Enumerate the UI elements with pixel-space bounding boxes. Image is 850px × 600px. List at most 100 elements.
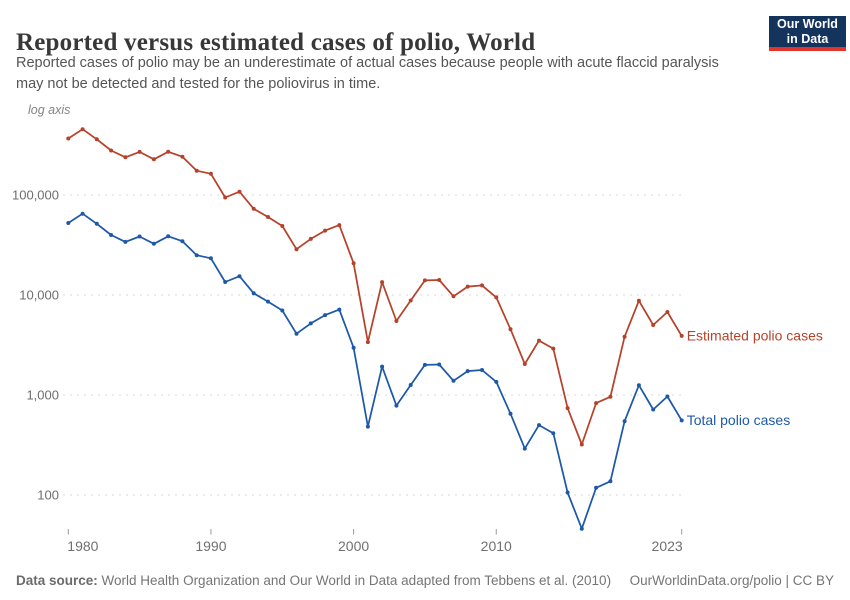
series-end-label-estimated-polio-cases[interactable]: Estimated polio cases — [687, 327, 823, 343]
data-point-total-polio-cases[interactable] — [308, 321, 313, 326]
data-point-estimated-polio-cases[interactable] — [380, 280, 385, 285]
data-point-estimated-polio-cases[interactable] — [636, 298, 641, 303]
data-point-estimated-polio-cases[interactable] — [679, 333, 684, 338]
x-tick-label: 2023 — [652, 538, 683, 554]
data-point-total-polio-cases[interactable] — [679, 418, 684, 423]
data-point-total-polio-cases[interactable] — [437, 362, 442, 367]
data-point-estimated-polio-cases[interactable] — [394, 319, 399, 323]
data-point-total-polio-cases[interactable] — [665, 394, 670, 399]
data-point-estimated-polio-cases[interactable] — [651, 323, 656, 327]
data-point-estimated-polio-cases[interactable] — [494, 295, 499, 300]
data-point-estimated-polio-cases[interactable] — [308, 236, 313, 241]
data-point-estimated-polio-cases[interactable] — [151, 157, 156, 162]
data-point-estimated-polio-cases[interactable] — [166, 149, 171, 154]
data-point-total-polio-cases[interactable] — [551, 431, 556, 436]
data-point-total-polio-cases[interactable] — [365, 424, 370, 429]
data-point-total-polio-cases[interactable] — [194, 253, 199, 258]
data-point-total-polio-cases[interactable] — [137, 234, 142, 239]
data-point-total-polio-cases[interactable] — [337, 307, 342, 312]
data-point-estimated-polio-cases[interactable] — [594, 401, 599, 406]
data-point-estimated-polio-cases[interactable] — [294, 247, 299, 252]
data-point-estimated-polio-cases[interactable] — [251, 206, 256, 211]
data-source-text: World Health Organization and Our World … — [97, 573, 612, 588]
owid-license-link[interactable]: OurWorldinData.org/polio | CC BY — [629, 573, 834, 588]
data-point-estimated-polio-cases[interactable] — [280, 224, 285, 228]
data-point-estimated-polio-cases[interactable] — [109, 148, 114, 153]
data-point-estimated-polio-cases[interactable] — [508, 327, 513, 332]
data-point-estimated-polio-cases[interactable] — [223, 195, 228, 200]
data-point-estimated-polio-cases[interactable] — [194, 168, 199, 173]
data-point-estimated-polio-cases[interactable] — [608, 394, 613, 399]
data-point-estimated-polio-cases[interactable] — [622, 334, 627, 339]
data-point-total-polio-cases[interactable] — [537, 423, 541, 428]
data-point-estimated-polio-cases[interactable] — [579, 442, 584, 447]
data-point-estimated-polio-cases[interactable] — [237, 189, 242, 194]
log-axis-label: log axis — [28, 103, 71, 117]
data-point-total-polio-cases[interactable] — [451, 378, 456, 383]
data-point-estimated-polio-cases[interactable] — [465, 284, 470, 289]
data-point-total-polio-cases[interactable] — [294, 331, 299, 336]
series-end-label-total-polio-cases[interactable]: Total polio cases — [687, 412, 791, 428]
data-point-estimated-polio-cases[interactable] — [480, 283, 484, 288]
x-tick-label: 1990 — [195, 538, 226, 554]
data-point-total-polio-cases[interactable] — [80, 211, 85, 216]
data-point-total-polio-cases[interactable] — [237, 274, 242, 279]
data-point-total-polio-cases[interactable] — [166, 234, 171, 239]
data-point-total-polio-cases[interactable] — [608, 479, 613, 484]
data-point-estimated-polio-cases[interactable] — [422, 278, 427, 283]
data-point-total-polio-cases[interactable] — [651, 407, 656, 412]
data-point-estimated-polio-cases[interactable] — [351, 261, 356, 266]
data-point-total-polio-cases[interactable] — [579, 526, 584, 531]
data-point-total-polio-cases[interactable] — [66, 221, 71, 225]
data-point-total-polio-cases[interactable] — [380, 364, 385, 369]
data-point-estimated-polio-cases[interactable] — [266, 215, 270, 219]
data-point-total-polio-cases[interactable] — [323, 313, 328, 318]
data-point-estimated-polio-cases[interactable] — [365, 340, 370, 345]
data-point-total-polio-cases[interactable] — [123, 239, 128, 244]
data-point-total-polio-cases[interactable] — [522, 446, 527, 451]
data-point-total-polio-cases[interactable] — [180, 239, 185, 244]
data-point-estimated-polio-cases[interactable] — [408, 298, 413, 303]
data-point-estimated-polio-cases[interactable] — [551, 346, 556, 351]
data-point-total-polio-cases[interactable] — [636, 383, 641, 388]
data-point-estimated-polio-cases[interactable] — [437, 278, 442, 282]
series-line-estimated-polio-cases — [67, 128, 683, 446]
data-point-total-polio-cases[interactable] — [151, 241, 156, 246]
data-point-estimated-polio-cases[interactable] — [137, 149, 142, 154]
data-point-total-polio-cases[interactable] — [351, 345, 356, 350]
data-point-total-polio-cases[interactable] — [594, 485, 599, 490]
data-point-estimated-polio-cases[interactable] — [123, 155, 128, 160]
data-point-total-polio-cases[interactable] — [109, 233, 114, 237]
data-point-total-polio-cases[interactable] — [422, 362, 427, 367]
data-point-total-polio-cases[interactable] — [208, 256, 213, 261]
data-point-estimated-polio-cases[interactable] — [451, 294, 456, 299]
data-point-estimated-polio-cases[interactable] — [180, 154, 185, 159]
data-point-estimated-polio-cases[interactable] — [537, 338, 541, 343]
data-point-estimated-polio-cases[interactable] — [323, 228, 328, 233]
data-point-total-polio-cases[interactable] — [266, 299, 270, 304]
data-point-total-polio-cases[interactable] — [480, 368, 484, 372]
data-point-total-polio-cases[interactable] — [408, 383, 413, 387]
owid-logo[interactable]: Our World in Data — [769, 16, 846, 51]
data-point-total-polio-cases[interactable] — [565, 490, 570, 495]
data-point-estimated-polio-cases[interactable] — [337, 223, 342, 228]
data-point-total-polio-cases[interactable] — [223, 280, 228, 284]
data-point-total-polio-cases[interactable] — [494, 379, 499, 384]
data-point-total-polio-cases[interactable] — [508, 411, 513, 416]
data-point-total-polio-cases[interactable] — [251, 291, 256, 296]
y-tick-label: 1,000 — [26, 388, 59, 403]
data-point-estimated-polio-cases[interactable] — [522, 362, 527, 366]
data-point-estimated-polio-cases[interactable] — [665, 310, 670, 314]
data-point-total-polio-cases[interactable] — [394, 403, 399, 408]
data-point-total-polio-cases[interactable] — [280, 308, 285, 313]
data-point-estimated-polio-cases[interactable] — [94, 137, 99, 142]
owid-logo-red-strip — [769, 47, 846, 51]
data-point-total-polio-cases[interactable] — [94, 221, 99, 226]
data-point-estimated-polio-cases[interactable] — [80, 127, 85, 132]
data-point-estimated-polio-cases[interactable] — [66, 136, 71, 141]
data-point-total-polio-cases[interactable] — [465, 369, 470, 374]
data-point-estimated-polio-cases[interactable] — [208, 171, 213, 176]
data-point-total-polio-cases[interactable] — [622, 419, 627, 424]
data-point-estimated-polio-cases[interactable] — [565, 406, 570, 411]
